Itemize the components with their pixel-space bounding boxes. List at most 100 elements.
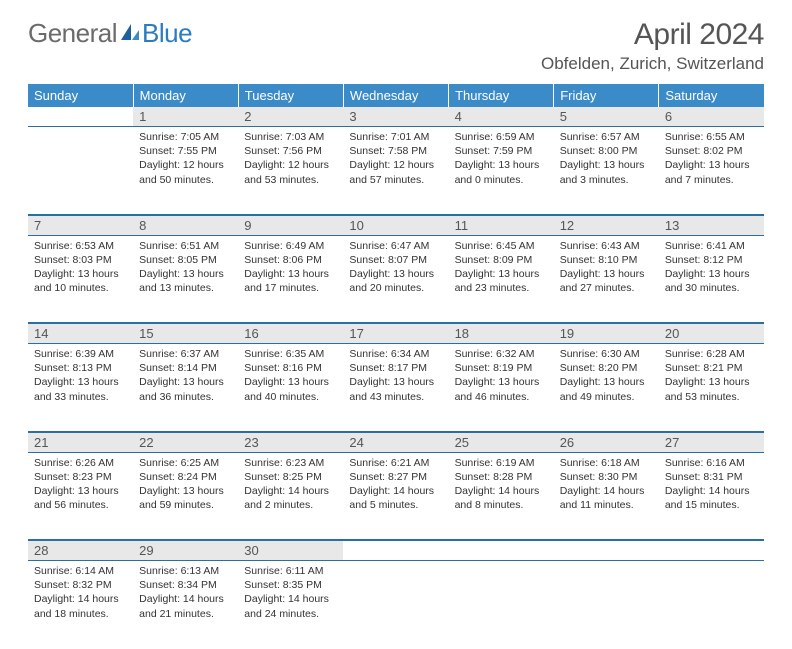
day-content — [28, 127, 133, 136]
day-info-line: Sunset: 8:03 PM — [34, 253, 127, 267]
day-content-cell: Sunrise: 6:37 AMSunset: 8:14 PMDaylight:… — [133, 344, 238, 432]
daynum-row: 21222324252627 — [28, 432, 764, 453]
day-info-line: and 21 minutes. — [139, 607, 232, 621]
day-info-line: Daylight: 13 hours — [455, 267, 548, 281]
weekday-wednesday: Wednesday — [343, 84, 448, 107]
title-block: April 2024 Obfelden, Zurich, Switzerland — [541, 18, 764, 74]
day-number-cell: 20 — [659, 323, 764, 344]
day-info-line: Sunset: 8:10 PM — [560, 253, 653, 267]
day-content: Sunrise: 6:11 AMSunset: 8:35 PMDaylight:… — [238, 561, 343, 627]
day-number: 3 — [343, 107, 448, 126]
day-info-line: Daylight: 12 hours — [244, 158, 337, 172]
day-content-cell: Sunrise: 6:32 AMSunset: 8:19 PMDaylight:… — [449, 344, 554, 432]
day-content-cell: Sunrise: 6:59 AMSunset: 7:59 PMDaylight:… — [449, 127, 554, 215]
weekday-thursday: Thursday — [449, 84, 554, 107]
day-content: Sunrise: 6:45 AMSunset: 8:09 PMDaylight:… — [449, 236, 554, 302]
day-info-line: and 56 minutes. — [34, 498, 127, 512]
day-content: Sunrise: 6:14 AMSunset: 8:32 PMDaylight:… — [28, 561, 133, 627]
day-content: Sunrise: 7:03 AMSunset: 7:56 PMDaylight:… — [238, 127, 343, 193]
day-number-cell: 1 — [133, 107, 238, 127]
day-info-line: and 30 minutes. — [665, 281, 758, 295]
day-content: Sunrise: 6:23 AMSunset: 8:25 PMDaylight:… — [238, 453, 343, 519]
day-number-cell: 10 — [343, 215, 448, 236]
day-info-line: Sunrise: 6:28 AM — [665, 347, 758, 361]
day-content: Sunrise: 6:41 AMSunset: 8:12 PMDaylight:… — [659, 236, 764, 302]
daynum-row: 78910111213 — [28, 215, 764, 236]
day-number: 6 — [659, 107, 764, 126]
day-info-line: Daylight: 13 hours — [139, 375, 232, 389]
day-content-cell: Sunrise: 6:34 AMSunset: 8:17 PMDaylight:… — [343, 344, 448, 432]
day-content-cell: Sunrise: 6:45 AMSunset: 8:09 PMDaylight:… — [449, 235, 554, 323]
day-number: 18 — [449, 324, 554, 343]
day-number-cell: 13 — [659, 215, 764, 236]
day-number: 17 — [343, 324, 448, 343]
day-content: Sunrise: 6:19 AMSunset: 8:28 PMDaylight:… — [449, 453, 554, 519]
day-content-row: Sunrise: 6:26 AMSunset: 8:23 PMDaylight:… — [28, 452, 764, 540]
day-number: 29 — [133, 541, 238, 560]
day-info-line: and 11 minutes. — [560, 498, 653, 512]
day-number: 16 — [238, 324, 343, 343]
day-content-cell: Sunrise: 6:30 AMSunset: 8:20 PMDaylight:… — [554, 344, 659, 432]
day-info-line: Sunset: 8:17 PM — [349, 361, 442, 375]
day-info-line: Sunset: 8:34 PM — [139, 578, 232, 592]
day-info-line: Sunrise: 6:11 AM — [244, 564, 337, 578]
day-number-cell — [28, 107, 133, 127]
day-info-line: Daylight: 13 hours — [665, 375, 758, 389]
day-info-line: and 50 minutes. — [139, 173, 232, 187]
day-number-cell — [449, 540, 554, 561]
day-info-line: and 53 minutes. — [665, 390, 758, 404]
weekday-friday: Friday — [554, 84, 659, 107]
day-number: 4 — [449, 107, 554, 126]
day-content-cell: Sunrise: 7:01 AMSunset: 7:58 PMDaylight:… — [343, 127, 448, 215]
day-number: 2 — [238, 107, 343, 126]
day-content-cell: Sunrise: 6:14 AMSunset: 8:32 PMDaylight:… — [28, 561, 133, 649]
day-info-line: Daylight: 13 hours — [349, 375, 442, 389]
day-content-row: Sunrise: 6:39 AMSunset: 8:13 PMDaylight:… — [28, 344, 764, 432]
day-content-cell: Sunrise: 7:03 AMSunset: 7:56 PMDaylight:… — [238, 127, 343, 215]
day-content-row: Sunrise: 6:14 AMSunset: 8:32 PMDaylight:… — [28, 561, 764, 649]
day-info-line: Sunset: 8:28 PM — [455, 470, 548, 484]
day-info-line: and 40 minutes. — [244, 390, 337, 404]
day-info-line: Sunrise: 6:55 AM — [665, 130, 758, 144]
day-number: 23 — [238, 433, 343, 452]
day-number-cell: 18 — [449, 323, 554, 344]
day-info-line: Sunrise: 6:34 AM — [349, 347, 442, 361]
day-info-line: Daylight: 14 hours — [244, 592, 337, 606]
day-number: 19 — [554, 324, 659, 343]
day-info-line: Sunrise: 6:39 AM — [34, 347, 127, 361]
weekday-tuesday: Tuesday — [238, 84, 343, 107]
day-info-line: Sunrise: 6:59 AM — [455, 130, 548, 144]
day-info-line: and 17 minutes. — [244, 281, 337, 295]
weekday-sunday: Sunday — [28, 84, 133, 107]
day-content: Sunrise: 6:39 AMSunset: 8:13 PMDaylight:… — [28, 344, 133, 410]
day-info-line: Sunset: 8:27 PM — [349, 470, 442, 484]
day-info-line: Sunset: 8:02 PM — [665, 144, 758, 158]
day-number-cell: 14 — [28, 323, 133, 344]
day-content: Sunrise: 6:26 AMSunset: 8:23 PMDaylight:… — [28, 453, 133, 519]
day-info-line: Sunset: 8:32 PM — [34, 578, 127, 592]
day-content: Sunrise: 7:05 AMSunset: 7:55 PMDaylight:… — [133, 127, 238, 193]
day-content-cell: Sunrise: 6:25 AMSunset: 8:24 PMDaylight:… — [133, 452, 238, 540]
day-content: Sunrise: 6:37 AMSunset: 8:14 PMDaylight:… — [133, 344, 238, 410]
day-info-line: Sunrise: 6:21 AM — [349, 456, 442, 470]
day-content-cell: Sunrise: 6:43 AMSunset: 8:10 PMDaylight:… — [554, 235, 659, 323]
day-number-cell: 22 — [133, 432, 238, 453]
day-content-cell: Sunrise: 6:26 AMSunset: 8:23 PMDaylight:… — [28, 452, 133, 540]
day-number-cell: 12 — [554, 215, 659, 236]
day-content: Sunrise: 6:51 AMSunset: 8:05 PMDaylight:… — [133, 236, 238, 302]
day-info-line: Daylight: 13 hours — [349, 267, 442, 281]
day-content: Sunrise: 6:43 AMSunset: 8:10 PMDaylight:… — [554, 236, 659, 302]
day-content-cell — [554, 561, 659, 649]
day-info-line: Sunset: 8:30 PM — [560, 470, 653, 484]
day-info-line: Daylight: 14 hours — [139, 592, 232, 606]
day-info-line: Daylight: 12 hours — [349, 158, 442, 172]
day-content-cell: Sunrise: 6:35 AMSunset: 8:16 PMDaylight:… — [238, 344, 343, 432]
day-number-cell — [554, 540, 659, 561]
day-number-cell: 30 — [238, 540, 343, 561]
day-info-line: and 43 minutes. — [349, 390, 442, 404]
day-info-line: Daylight: 13 hours — [560, 375, 653, 389]
daynum-row: 282930 — [28, 540, 764, 561]
day-content-row: Sunrise: 6:53 AMSunset: 8:03 PMDaylight:… — [28, 235, 764, 323]
day-number: 9 — [238, 216, 343, 235]
day-info-line: Sunset: 8:00 PM — [560, 144, 653, 158]
